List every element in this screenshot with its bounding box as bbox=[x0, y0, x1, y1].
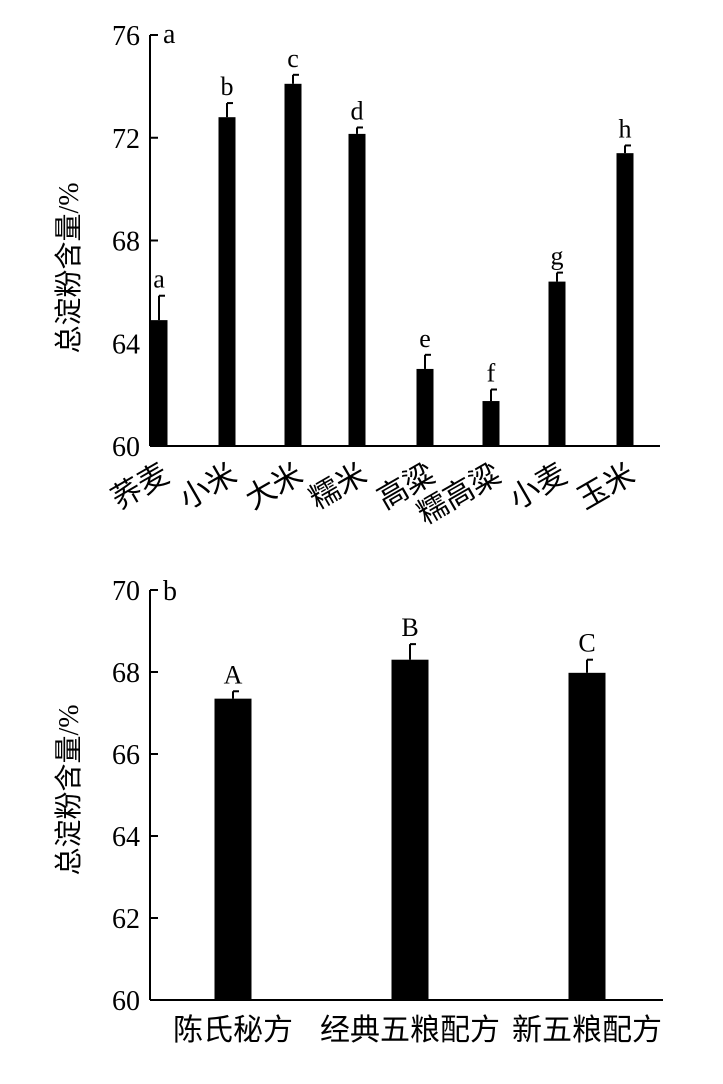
y-tick-label: 64 bbox=[112, 329, 140, 360]
bar bbox=[416, 368, 434, 446]
significance-label: c bbox=[287, 44, 299, 73]
bar bbox=[391, 659, 429, 1000]
significance-label: a bbox=[153, 265, 165, 294]
bar bbox=[150, 320, 168, 446]
bar bbox=[568, 672, 606, 1000]
panel-label-a: a bbox=[163, 19, 176, 50]
significance-label: e bbox=[419, 324, 431, 353]
significance-label: h bbox=[619, 114, 632, 143]
significance-label: C bbox=[578, 629, 595, 658]
chart-panel-a: a 总淀粉含量/% 6064687276a荞麦b小米c大米d糯米e高粱f糯高粱g… bbox=[53, 19, 660, 531]
x-tick-label: 大米 bbox=[240, 457, 308, 516]
bar bbox=[214, 698, 252, 1000]
significance-label: f bbox=[487, 358, 496, 387]
x-tick-label: 小麦 bbox=[504, 457, 572, 516]
bar bbox=[284, 83, 302, 447]
x-tick-label: 玉米 bbox=[572, 457, 640, 516]
x-tick-label: 小米 bbox=[174, 457, 242, 516]
y-axis-label-a: 总淀粉含量/% bbox=[53, 182, 85, 353]
x-tick-label: 经典五粮配方 bbox=[320, 1014, 500, 1047]
bar bbox=[548, 281, 566, 446]
bar bbox=[348, 133, 366, 446]
x-tick-label: 糯米 bbox=[304, 457, 372, 516]
y-tick-label: 66 bbox=[112, 740, 140, 771]
y-tick-label: 68 bbox=[112, 658, 140, 689]
y-tick-label: 62 bbox=[112, 904, 140, 935]
y-tick-label: 76 bbox=[112, 21, 140, 52]
x-tick-label: 陈氏秘方 bbox=[173, 1014, 293, 1047]
significance-label: d bbox=[351, 96, 364, 125]
y-axis-label-b: 总淀粉含量/% bbox=[53, 704, 85, 875]
x-tick-label: 荞麦 bbox=[106, 457, 174, 516]
y-tick-label: 68 bbox=[112, 227, 140, 258]
bar bbox=[218, 117, 236, 446]
panel-label-b: b bbox=[163, 576, 177, 607]
significance-label: b bbox=[221, 72, 234, 101]
y-tick-label: 64 bbox=[112, 822, 140, 853]
chart-panel-b: b 总淀粉含量/% 60 62 64 66 68 70 A 陈氏秘方 B 经典五粮配方 C 新五粮配方 bbox=[53, 576, 663, 1047]
significance-label: B bbox=[401, 613, 418, 642]
y-tick-label: 60 bbox=[112, 986, 140, 1017]
bar bbox=[616, 153, 634, 446]
y-tick-label: 70 bbox=[112, 576, 140, 607]
y-tick-label: 72 bbox=[112, 124, 140, 155]
y-tick-label: 60 bbox=[112, 432, 140, 463]
bar bbox=[482, 401, 500, 446]
x-tick-label: 新五粮配方 bbox=[512, 1014, 662, 1047]
significance-label: A bbox=[224, 660, 243, 689]
significance-label: g bbox=[551, 242, 564, 271]
